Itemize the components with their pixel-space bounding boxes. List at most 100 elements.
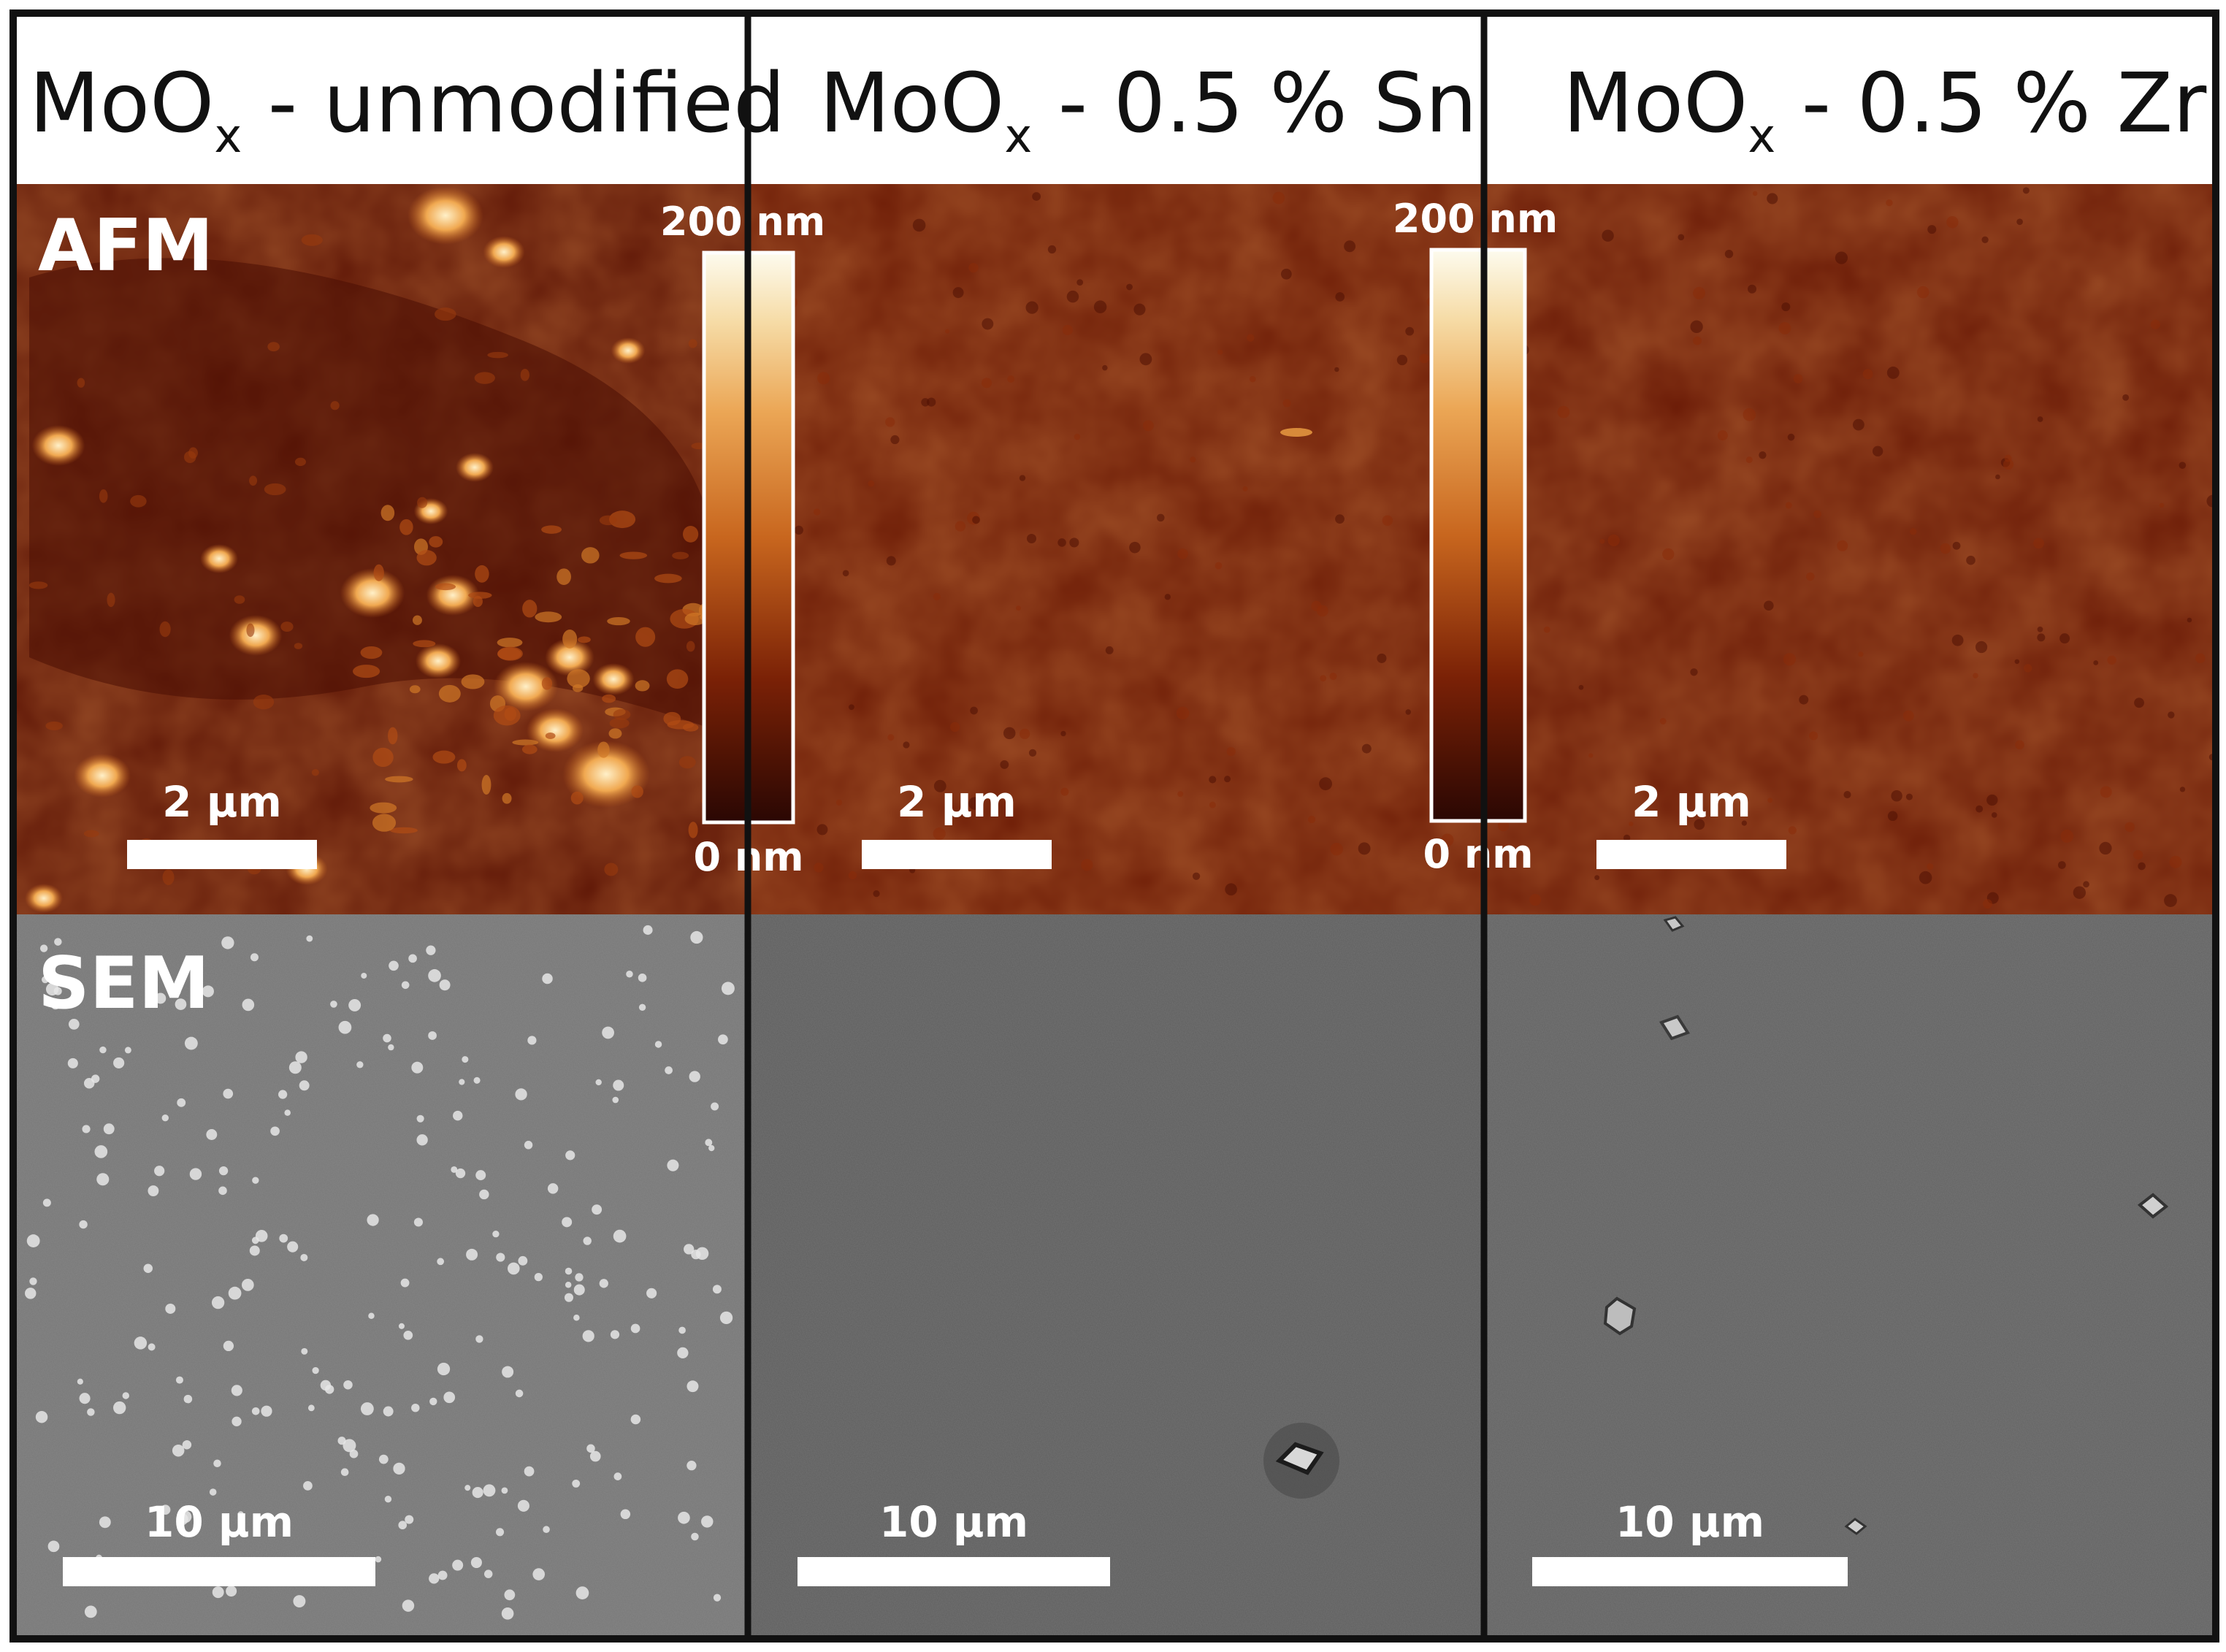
afm-speckle bbox=[1781, 302, 1791, 312]
afm-speckle bbox=[1745, 456, 1753, 464]
afm-speckle bbox=[1000, 760, 1009, 769]
afm-speckle bbox=[2138, 862, 2146, 871]
afm-speckle bbox=[1076, 279, 1084, 286]
afm-speckle bbox=[1066, 290, 1079, 303]
sem-particle bbox=[398, 1323, 405, 1329]
afm-grain bbox=[28, 581, 48, 589]
sem-particle bbox=[361, 972, 367, 979]
afm-speckle bbox=[900, 811, 909, 819]
sem-particle bbox=[686, 1461, 697, 1471]
afm-grain bbox=[483, 236, 525, 268]
afm-speckle bbox=[1047, 245, 1057, 254]
afm-speckle bbox=[1976, 805, 1984, 813]
sem-particle bbox=[184, 1036, 198, 1050]
sem-particle bbox=[403, 1330, 413, 1340]
afm-speckle bbox=[1020, 728, 1030, 739]
sem-particle bbox=[87, 1408, 95, 1416]
sem-particle bbox=[518, 1255, 528, 1266]
sem-particle bbox=[582, 1330, 594, 1342]
afm-speckle bbox=[1843, 791, 1851, 799]
sem-particle bbox=[667, 1159, 679, 1171]
sem-particle bbox=[35, 1411, 48, 1423]
sem-particle bbox=[211, 1296, 225, 1309]
sem-particle bbox=[711, 1102, 719, 1111]
afm-speckle bbox=[1129, 541, 1141, 554]
afm-speckle bbox=[1905, 793, 1913, 800]
sem-particle bbox=[646, 1288, 657, 1299]
sem-particle bbox=[368, 1312, 375, 1319]
svg-text:200 nm: 200 nm bbox=[660, 199, 825, 245]
sem-particle bbox=[221, 936, 234, 949]
column-title-unmodified: MoOx - unmodified bbox=[29, 56, 785, 164]
afm-speckle bbox=[2003, 459, 2014, 470]
afm-grain bbox=[107, 592, 115, 608]
sem-particle bbox=[124, 1047, 131, 1054]
sem-particle bbox=[626, 971, 633, 978]
afm-speckle bbox=[1785, 502, 1792, 509]
afm-speckle bbox=[1862, 369, 1873, 380]
sem-particle bbox=[589, 1450, 601, 1462]
sem-particle bbox=[719, 1311, 733, 1325]
afm-speckle bbox=[1081, 859, 1093, 871]
afm-speckle bbox=[1778, 322, 1791, 334]
sem-particle bbox=[573, 1314, 580, 1321]
afm-speckle bbox=[1543, 626, 1550, 633]
afm-speckle bbox=[968, 262, 979, 273]
sem-particle bbox=[654, 1041, 662, 1048]
sem-particle bbox=[428, 1031, 437, 1040]
sem-particle bbox=[572, 1479, 581, 1488]
sem-particle bbox=[473, 1077, 481, 1084]
sem-particle bbox=[483, 1484, 496, 1497]
afm-speckle bbox=[1852, 418, 1864, 431]
afm-speckle bbox=[1060, 787, 1069, 796]
afm-speckle bbox=[2195, 653, 2206, 663]
afm-grain bbox=[388, 727, 398, 745]
afm-grain bbox=[301, 234, 323, 246]
sem-particle bbox=[565, 1150, 575, 1160]
afm-grain bbox=[432, 750, 456, 764]
afm-speckle bbox=[1156, 513, 1165, 522]
afm-speckle bbox=[1529, 894, 1542, 906]
sem-particle bbox=[542, 973, 553, 984]
sem-particle bbox=[177, 1098, 186, 1107]
afm-grain bbox=[438, 684, 461, 703]
sem-particle bbox=[705, 1139, 713, 1147]
afm-grain bbox=[527, 708, 584, 752]
afm-speckle bbox=[2122, 394, 2130, 401]
afm-grain bbox=[200, 544, 238, 573]
afm-speckle bbox=[949, 722, 960, 733]
afm-speckle bbox=[2015, 740, 2024, 750]
afm-grain bbox=[31, 425, 85, 466]
sem-particle bbox=[242, 998, 255, 1012]
sem-particle bbox=[367, 1214, 379, 1226]
sem-particle bbox=[573, 1284, 585, 1296]
afm-speckle bbox=[1629, 821, 1634, 827]
afm-speckle bbox=[1209, 801, 1216, 808]
afm-speckle bbox=[2022, 187, 2030, 194]
sem-particles-zr bbox=[1603, 916, 2169, 1535]
sem-particle bbox=[689, 1071, 700, 1082]
sem-particle bbox=[398, 1521, 408, 1530]
afm-grain bbox=[456, 759, 467, 772]
sem-particle bbox=[638, 1003, 646, 1012]
sem-particle bbox=[713, 1594, 722, 1602]
afm-speckle bbox=[1019, 475, 1026, 481]
sem-particle bbox=[405, 1515, 414, 1524]
afm-speckle bbox=[1242, 486, 1248, 492]
afm-speckle bbox=[1319, 777, 1332, 791]
afm-speckle bbox=[921, 398, 930, 407]
sem-particle bbox=[82, 1125, 91, 1133]
afm-speckle bbox=[1973, 673, 1978, 678]
sem-particle bbox=[402, 1599, 415, 1612]
afm-grain bbox=[280, 622, 294, 632]
afm-speckle bbox=[1497, 819, 1510, 832]
afm-speckle bbox=[1602, 229, 1614, 242]
afm-speckle bbox=[1927, 225, 1937, 234]
afm-speckle bbox=[1787, 433, 1795, 441]
row-label-sem: SEM bbox=[38, 942, 210, 1025]
sem-particle bbox=[183, 1394, 193, 1404]
sem-particle bbox=[575, 1273, 584, 1282]
svg-text:10 μm: 10 μm bbox=[879, 1497, 1028, 1547]
afm-speckle bbox=[1249, 375, 1256, 383]
svg-text:2 μm: 2 μm bbox=[897, 777, 1017, 827]
